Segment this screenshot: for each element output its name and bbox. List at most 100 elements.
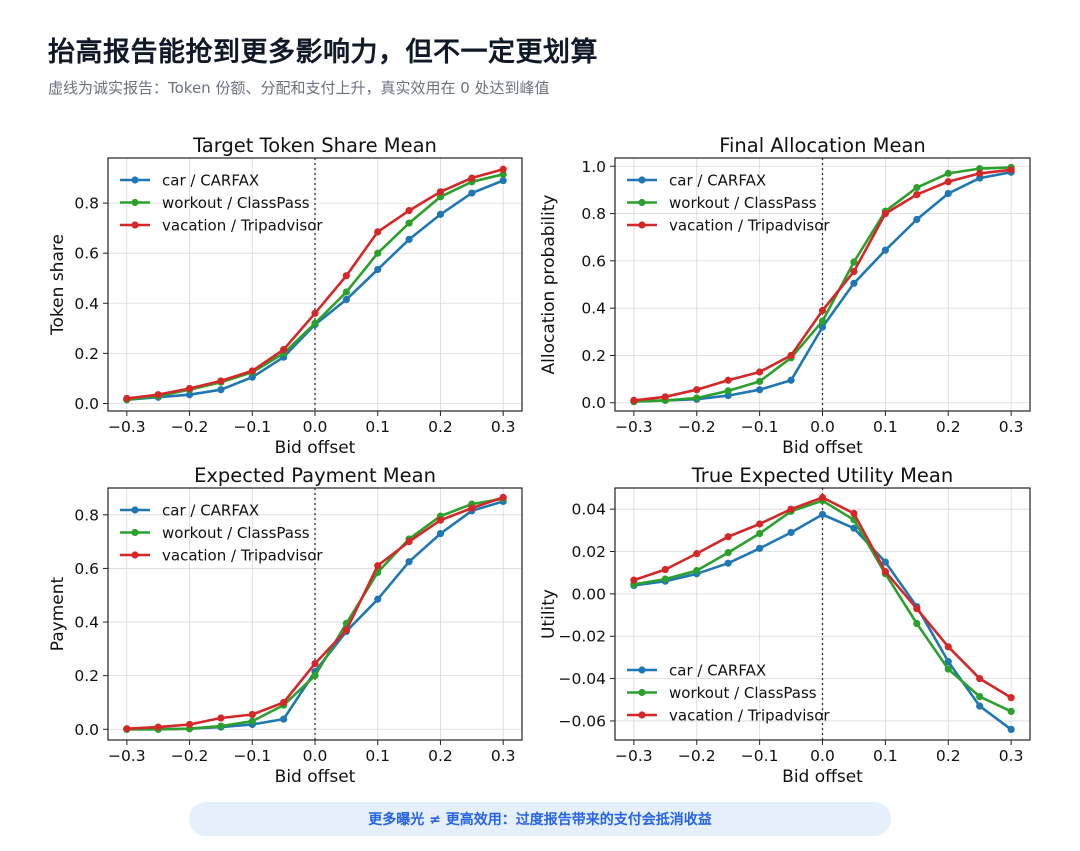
x-tick-label: −0.3 (615, 418, 653, 436)
data-point (468, 189, 476, 197)
legend-marker (638, 198, 646, 207)
x-tick-label: −0.1 (741, 747, 779, 765)
data-point (374, 595, 382, 603)
chart-panel: −0.3 −0.2 −0.1 0.0 0.1 0.2 0.3 −0.06 −0.04 −0.02 0… (539, 464, 1031, 787)
legend-label: workout / ClassPass (162, 194, 310, 212)
data-point (374, 265, 382, 274)
data-point (976, 169, 984, 177)
page-title: 抬高报告能抢到更多影响力，但不一定更划算 (48, 37, 598, 68)
data-point (818, 306, 827, 315)
y-tick-label: 0.2 (74, 667, 99, 685)
legend-label: car / CARFAX (669, 662, 766, 680)
data-point (913, 191, 921, 199)
data-point (944, 169, 952, 177)
data-point (661, 575, 669, 583)
data-point (787, 351, 795, 360)
chart-title: Expected Payment Mean (194, 464, 436, 487)
legend-label: workout / ClassPass (669, 194, 817, 212)
legend-marker (638, 176, 646, 184)
data-point (123, 725, 131, 733)
data-point (1007, 725, 1015, 734)
x-axis-label: Bid offset (782, 438, 863, 458)
y-tick-label: 0.4 (74, 295, 99, 313)
data-point (630, 576, 638, 584)
legend-label: vacation / Tripadvisor (669, 217, 830, 235)
data-point (913, 215, 921, 224)
data-point (499, 176, 507, 185)
data-point (818, 510, 827, 519)
x-tick-label: 0.1 (365, 747, 390, 765)
data-point (185, 384, 194, 393)
data-point (311, 672, 319, 680)
legend-marker (638, 666, 646, 674)
data-point (405, 219, 413, 227)
legend: car / CARFAX workout / ClassPass vacation … (120, 172, 323, 235)
legend-marker (638, 711, 646, 719)
data-point (248, 373, 256, 381)
data-point (724, 533, 732, 541)
y-axis-label: Allocation probability (539, 195, 559, 375)
x-tick-label: 0.3 (491, 418, 516, 436)
x-tick-label: −0.2 (171, 747, 209, 765)
data-point (248, 710, 256, 719)
chart-panel: −0.3 −0.2 −0.1 0.0 0.1 0.2 0.3 0.0 0.2 0.4 0.6 0.8 E… (48, 464, 523, 787)
y-tick-label: −0.02 (559, 628, 607, 646)
y-tick-label: 1.0 (581, 158, 606, 176)
data-point (248, 717, 256, 725)
chart-title: Target Token Share Mean (192, 134, 437, 157)
data-point (756, 377, 764, 386)
data-point (342, 272, 350, 280)
legend-marker (638, 688, 646, 697)
data-point (154, 391, 162, 399)
legend-marker (131, 198, 139, 207)
data-point (217, 377, 225, 385)
data-point (693, 386, 701, 394)
y-tick-label: 0.0 (74, 721, 99, 739)
data-point (374, 228, 382, 236)
data-point (280, 715, 288, 723)
y-tick-label: 0.0 (581, 394, 606, 412)
data-point (405, 207, 413, 215)
data-point (724, 559, 732, 567)
data-point (374, 562, 382, 570)
data-point (787, 505, 795, 513)
y-tick-label: 0.8 (74, 506, 99, 524)
chart-panel: −0.3 −0.2 −0.1 0.0 0.1 0.2 0.3 0.0 0.2 0.4 0.6 0.8 1… (539, 134, 1031, 458)
chart-title: True Expected Utility Mean (691, 464, 953, 487)
x-tick-label: 0.3 (999, 418, 1024, 436)
data-point (280, 346, 288, 354)
data-point (311, 319, 319, 327)
data-point (217, 722, 225, 730)
legend-label: vacation / Tripadvisor (162, 547, 323, 565)
data-point (756, 368, 764, 376)
data-point (944, 658, 952, 666)
data-point (724, 376, 732, 384)
data-point (342, 288, 350, 296)
data-point (248, 367, 256, 375)
legend-marker (131, 506, 139, 514)
data-point (342, 626, 350, 634)
x-tick-label: −0.2 (171, 418, 209, 436)
data-point (499, 170, 507, 178)
data-point (818, 317, 827, 325)
y-tick-label: 0.00 (571, 585, 606, 603)
x-tick-label: 0.1 (365, 418, 390, 436)
legend-label: vacation / Tripadvisor (162, 217, 323, 235)
legend-marker (131, 221, 139, 229)
x-tick-label: 0.2 (936, 747, 961, 765)
data-point (881, 246, 889, 254)
data-point (976, 674, 984, 683)
data-point (436, 516, 445, 524)
data-point (499, 493, 507, 501)
y-tick-label: 0.6 (74, 560, 99, 578)
data-point (913, 619, 921, 628)
data-point (850, 267, 858, 276)
data-point (818, 493, 827, 502)
legend-label: workout / ClassPass (162, 524, 310, 542)
data-point (661, 565, 669, 574)
data-point (881, 558, 889, 566)
data-point (881, 568, 889, 576)
data-point (724, 548, 732, 557)
data-point (311, 309, 319, 317)
data-point (693, 394, 701, 402)
